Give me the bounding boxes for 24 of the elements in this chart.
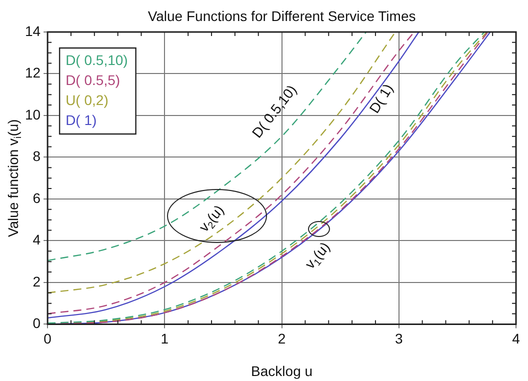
y-axis-title: Value function vi(u) [4, 119, 24, 238]
y-tick-label: 12 [24, 64, 41, 81]
x-tick-label: 0 [44, 330, 52, 346]
y-tick-label: 14 [24, 22, 41, 39]
y-tick-label: 0 [32, 315, 41, 332]
text: D( 0.5,5) [66, 72, 120, 88]
x-tick-label: 2 [278, 330, 286, 346]
x-tick-label: 3 [394, 330, 403, 346]
x-tick-label: 4 [512, 330, 520, 346]
x-tick-label: 1 [160, 330, 169, 346]
y-tick-label: 10 [24, 106, 41, 122]
text: U( 0,2) [66, 92, 108, 108]
y-tick-label: 2 [32, 273, 41, 290]
y-tick-label: 8 [32, 148, 41, 164]
x-axis-title: Backlog u [251, 362, 313, 379]
y-tick-label: 4 [32, 232, 41, 248]
annotation: D( 1) [366, 80, 396, 116]
text: D( 0.5,10) [66, 52, 128, 68]
text: D( 1) [66, 112, 97, 128]
chart-title: Value Functions for Different Service Times [148, 8, 416, 24]
y-tick-label: 6 [32, 190, 41, 206]
annotation: v2(u) [196, 202, 227, 235]
line-series [48, 32, 367, 262]
annotation: v1(u) [302, 238, 333, 272]
